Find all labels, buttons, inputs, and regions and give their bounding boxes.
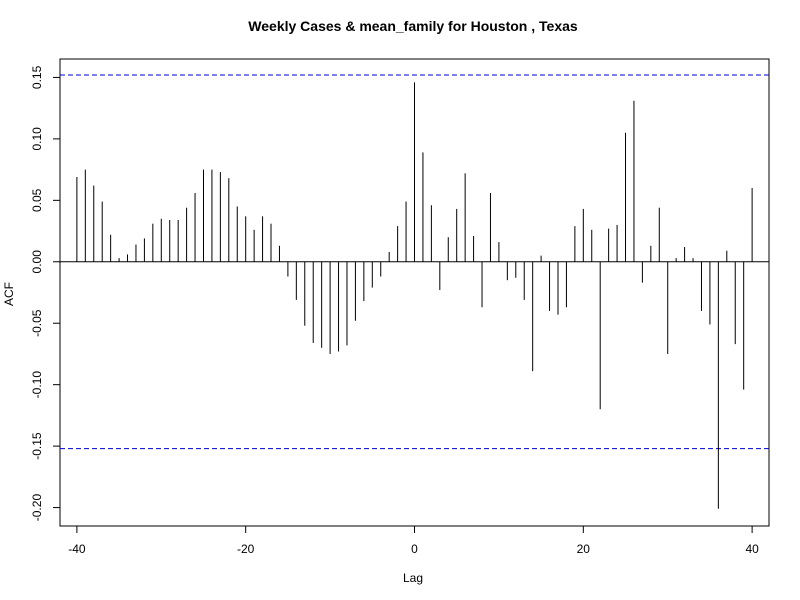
x-tick-label: -40 [68, 542, 86, 556]
y-axis-label: ACF [2, 282, 16, 306]
y-tick-label: -0.20 [30, 494, 44, 522]
x-tick-label: -20 [237, 542, 255, 556]
y-tick-label: -0.10 [30, 371, 44, 399]
y-tick-label: 0.05 [30, 188, 44, 212]
chart-title: Weekly Cases & mean_family for Houston ,… [248, 18, 578, 34]
y-tick-label: 0.15 [30, 65, 44, 89]
x-axis-label: Lag [403, 571, 423, 585]
y-tick-label: -0.05 [30, 309, 44, 337]
y-tick-label: 0.00 [30, 250, 44, 274]
x-tick-label: 20 [577, 542, 591, 556]
y-tick-label: 0.10 [30, 127, 44, 151]
x-tick-label: 0 [411, 542, 418, 556]
plot-area: -40 -20 0 20 40 -0.20 -0.15 -0.10 -0.05 0.00 0.05 0… [30, 58, 770, 556]
x-tick-label: 40 [745, 542, 759, 556]
y-tick-label: -0.15 [30, 432, 44, 460]
